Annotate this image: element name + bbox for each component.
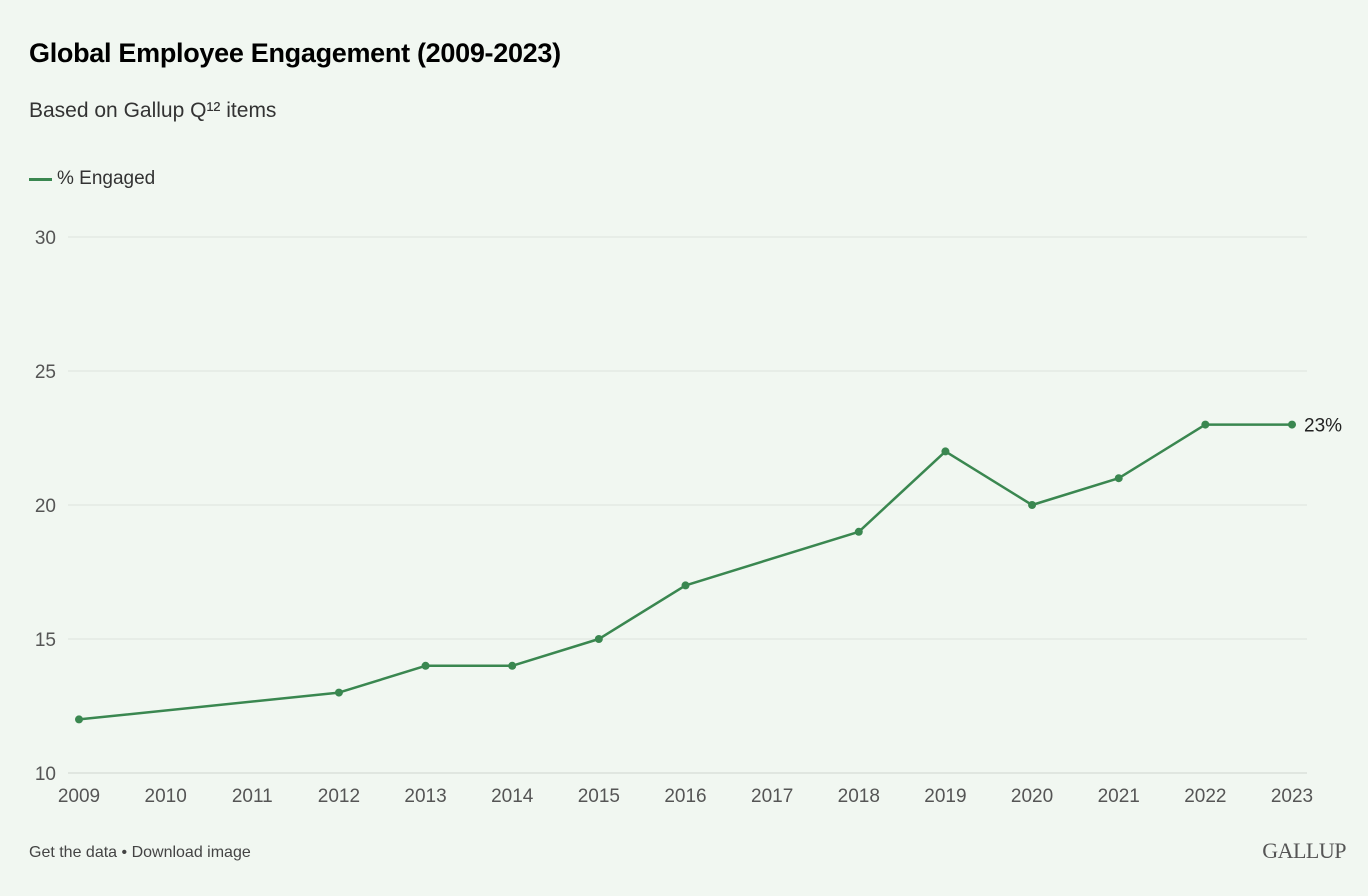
y-tick-label: 15	[35, 630, 56, 651]
get-data-link[interactable]: Get the data	[29, 844, 118, 861]
x-tick-label: 2017	[751, 786, 793, 807]
data-point	[1201, 420, 1210, 429]
x-tick-label: 2009	[58, 786, 100, 807]
data-point	[941, 447, 950, 456]
x-tick-label: 2018	[838, 786, 880, 807]
data-point	[681, 581, 690, 590]
data-point	[334, 688, 343, 697]
data-point	[75, 715, 83, 724]
chart-title: Global Employee Engagement (2009-2023)	[29, 38, 561, 68]
gallup-logo: GALLUP	[1262, 838, 1346, 863]
x-tick-label: 2021	[1098, 786, 1140, 807]
x-tick-label: 2020	[1011, 786, 1053, 807]
x-tick-label: 2010	[145, 786, 187, 807]
data-point	[594, 635, 603, 643]
legend-swatch	[29, 177, 52, 181]
y-tick-label: 30	[35, 228, 56, 249]
x-tick-label: 2023	[1271, 786, 1313, 807]
x-tick-label: 2011	[232, 786, 273, 807]
download-image-link[interactable]: Download image	[131, 844, 251, 861]
chart-subtitle: Based on Gallup Q¹² items	[29, 99, 277, 122]
footer-links: Get the data • Download image	[29, 844, 251, 862]
data-point	[421, 661, 430, 670]
y-tick-label: 20	[35, 496, 56, 517]
data-point	[1288, 420, 1296, 429]
data-point	[508, 661, 517, 670]
footer-separator: •	[117, 844, 132, 861]
x-tick-label: 2015	[578, 786, 620, 807]
legend: % Engaged	[29, 168, 155, 190]
x-tick-label: 2013	[404, 786, 446, 807]
y-tick-label: 10	[35, 764, 56, 785]
x-tick-label: 2022	[1184, 786, 1226, 807]
legend-label: % Engaged	[57, 168, 156, 189]
series-line	[78, 423, 1292, 721]
data-point	[854, 527, 863, 536]
x-tick-label: 2014	[491, 786, 534, 807]
data-point	[1028, 501, 1037, 509]
end-value-label: 23%	[1304, 416, 1342, 437]
x-tick-label: 2012	[318, 786, 360, 807]
data-point	[1114, 474, 1123, 483]
x-tick-label: 2019	[924, 786, 966, 807]
y-tick-label: 25	[35, 362, 56, 383]
x-tick-label: 2016	[664, 786, 706, 807]
